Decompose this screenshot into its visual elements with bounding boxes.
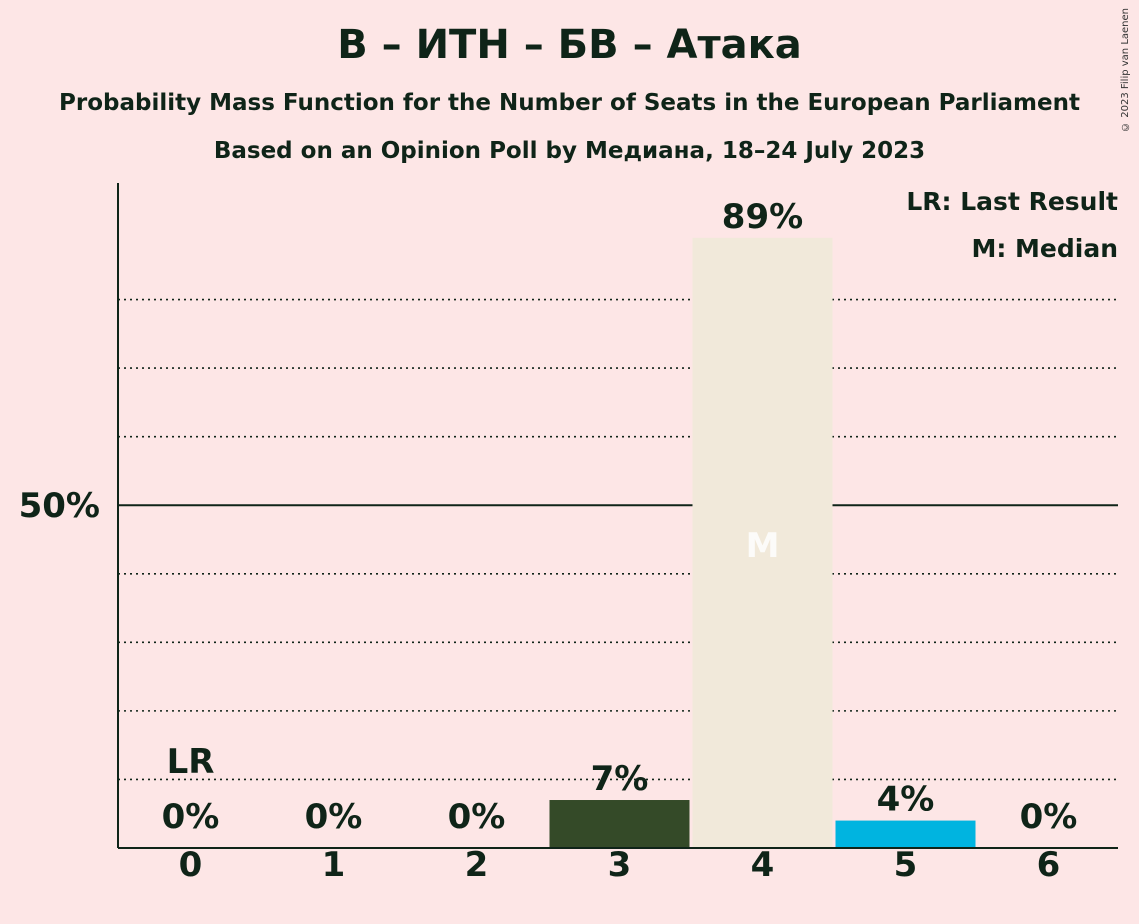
x-tick-label-0: 0 bbox=[179, 845, 203, 885]
value-label-0: 0% bbox=[162, 797, 220, 837]
chart-subtitle: Probability Mass Function for the Number… bbox=[59, 90, 1080, 116]
legend-median: M: Median bbox=[971, 234, 1118, 263]
bar-seats-5 bbox=[835, 820, 976, 848]
x-tick-label-6: 6 bbox=[1037, 845, 1061, 885]
value-labels: 0% LR 0% 0% 7% 89% M 4% 0% bbox=[162, 197, 1078, 837]
chart-title: В – ИТН – БВ – Атака bbox=[337, 22, 802, 68]
median-marker: M bbox=[746, 526, 780, 566]
x-tick-label-5: 5 bbox=[894, 845, 918, 885]
value-label-1: 0% bbox=[305, 797, 363, 837]
gridlines bbox=[118, 298, 1118, 781]
value-label-6: 0% bbox=[1020, 797, 1078, 837]
bar-seats-4 bbox=[692, 237, 833, 849]
bar-seats-3 bbox=[549, 800, 690, 848]
x-tick-label-3: 3 bbox=[608, 845, 632, 885]
chart-source: Based on an Opinion Poll by Медиана, 18–… bbox=[213, 138, 926, 164]
y-tick-label-50: 50% bbox=[19, 486, 100, 526]
x-tick-label-1: 1 bbox=[322, 845, 346, 885]
value-label-4: 89% bbox=[722, 197, 803, 237]
bars bbox=[549, 237, 976, 849]
value-label-5: 4% bbox=[877, 780, 935, 820]
value-label-3: 7% bbox=[591, 759, 649, 799]
value-label-2: 0% bbox=[448, 797, 506, 837]
legend-last-result: LR: Last Result bbox=[906, 187, 1118, 216]
axes: 0 1 2 3 4 5 6 50% bbox=[19, 183, 1118, 885]
last-result-marker: LR bbox=[167, 742, 215, 782]
x-tick-label-2: 2 bbox=[465, 845, 489, 885]
x-tick-label-4: 4 bbox=[751, 845, 775, 885]
